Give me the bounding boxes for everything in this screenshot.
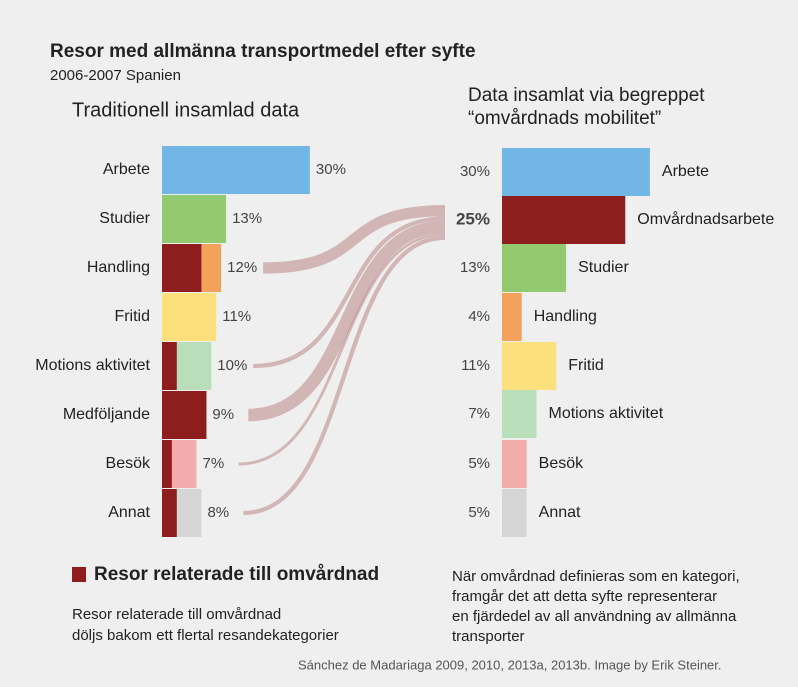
category-label: Fritid bbox=[114, 308, 150, 325]
value-label: 5% bbox=[468, 504, 490, 521]
category-label: Handling bbox=[534, 308, 597, 325]
value-label: 13% bbox=[460, 259, 490, 276]
source: Sánchez de Madariaga 2009, 2010, 2013a, … bbox=[298, 657, 722, 672]
note: en fjärdedel av all användning av allmän… bbox=[452, 608, 737, 625]
bar bbox=[502, 342, 557, 390]
category-label: Arbete bbox=[103, 161, 150, 178]
value-label: 30% bbox=[460, 163, 490, 180]
flow bbox=[243, 235, 446, 516]
note: Resor relaterade till omvårdnad bbox=[72, 606, 281, 623]
bar bbox=[502, 440, 527, 488]
category-label: Besök bbox=[106, 455, 151, 472]
note: framgår det att detta syfte representera… bbox=[452, 588, 717, 605]
bar bbox=[502, 489, 527, 537]
title: Resor med allmänna transportmedel efter … bbox=[50, 41, 476, 62]
value-label: 5% bbox=[468, 455, 490, 472]
category-label: Medföljande bbox=[63, 406, 150, 423]
bar bbox=[502, 244, 567, 292]
category-label: Studier bbox=[99, 210, 150, 227]
overlay-bar bbox=[162, 391, 207, 439]
legend-label: Resor relaterade till omvårdnad bbox=[94, 564, 379, 585]
flow bbox=[248, 220, 446, 422]
category-label: Annat bbox=[539, 504, 581, 521]
category-label: Studier bbox=[578, 259, 629, 276]
category-label: Omvårdnadsarbete bbox=[637, 210, 774, 228]
bar bbox=[502, 390, 537, 438]
value-label: 30% bbox=[316, 161, 346, 178]
bar bbox=[502, 196, 626, 244]
category-label: Motions aktivitet bbox=[35, 357, 150, 374]
value-label: 11% bbox=[222, 308, 251, 325]
value-label: 7% bbox=[203, 455, 225, 472]
value-label: 10% bbox=[217, 357, 247, 374]
value-label: 12% bbox=[227, 259, 257, 276]
category-label: Handling bbox=[87, 259, 150, 276]
value-label: 25% bbox=[456, 209, 490, 228]
note: transporter bbox=[452, 628, 525, 645]
value-label: 7% bbox=[468, 405, 490, 422]
flow bbox=[253, 216, 446, 369]
bar bbox=[162, 146, 310, 194]
bar bbox=[162, 293, 217, 341]
category-label: Annat bbox=[108, 504, 150, 521]
value-label: 11% bbox=[461, 357, 490, 374]
overlay-bar bbox=[162, 440, 172, 488]
value-label: 4% bbox=[468, 308, 490, 325]
right-heading: Data insamlat via begreppet bbox=[468, 85, 705, 106]
overlay-bar bbox=[162, 489, 177, 537]
bar bbox=[502, 148, 650, 196]
bar bbox=[502, 293, 522, 341]
flow bbox=[263, 205, 446, 274]
category-label: Motions aktivitet bbox=[549, 405, 664, 422]
subtitle: 2006-2007 Spanien bbox=[50, 67, 181, 84]
note: döljs bakom ett flertal resandekategorie… bbox=[72, 627, 339, 644]
value-label: 9% bbox=[212, 406, 234, 423]
right-heading: “omvårdnads mobilitet” bbox=[468, 108, 661, 129]
overlay-bar bbox=[162, 244, 202, 292]
category-label: Fritid bbox=[568, 357, 604, 374]
value-label: 8% bbox=[207, 504, 229, 521]
category-label: Besök bbox=[539, 455, 584, 472]
flow bbox=[238, 233, 446, 466]
left-heading: Traditionell insamlad data bbox=[72, 99, 300, 121]
bar bbox=[162, 195, 227, 243]
legend-swatch bbox=[72, 567, 86, 582]
overlay-bar bbox=[162, 342, 177, 390]
note: När omvårdnad definieras som en kategori… bbox=[452, 568, 740, 585]
category-label: Arbete bbox=[662, 163, 709, 180]
value-label: 13% bbox=[232, 210, 262, 227]
